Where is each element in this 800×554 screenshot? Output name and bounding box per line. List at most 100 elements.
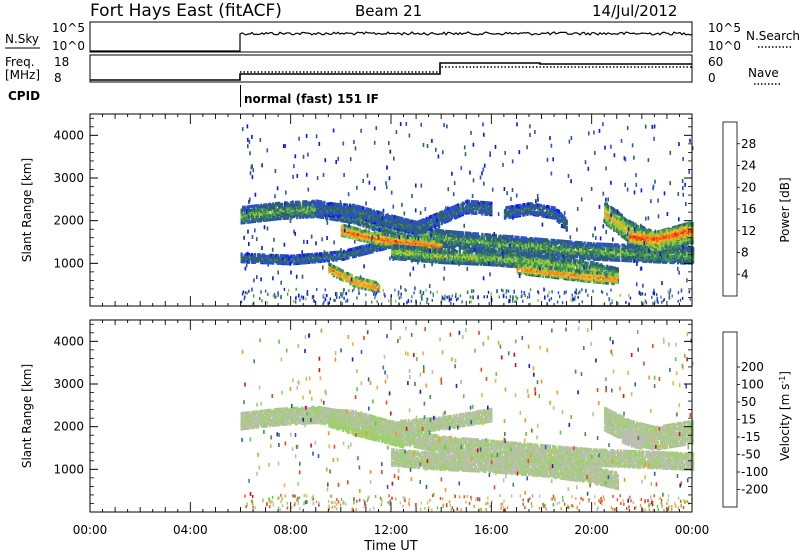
power-cell — [276, 201, 279, 206]
power-cell — [374, 224, 377, 228]
power-cell — [535, 237, 538, 241]
power-cell — [405, 235, 408, 239]
power-cell — [317, 212, 320, 216]
power-cell — [354, 226, 357, 231]
power-cell — [678, 251, 681, 255]
freq-label: Freq. — [5, 55, 35, 69]
power-cell — [517, 246, 520, 250]
power-cell — [592, 247, 595, 251]
power-cell — [332, 257, 335, 261]
power-cell — [338, 203, 341, 207]
power-cell — [609, 248, 612, 252]
power-cell — [640, 248, 643, 252]
power-cell — [680, 252, 683, 256]
power-cell — [472, 234, 475, 238]
power-cell — [639, 249, 642, 253]
power-cell — [621, 249, 624, 254]
power-cell — [416, 242, 419, 246]
power-cell — [403, 257, 406, 261]
power-cell — [689, 252, 692, 256]
power-cell — [577, 251, 580, 255]
power-cell — [324, 251, 327, 255]
power-cell — [255, 204, 258, 208]
power-cell — [570, 249, 573, 253]
power-cell — [518, 238, 522, 242]
power-cell — [240, 217, 243, 221]
power-cell — [493, 245, 496, 249]
power-cell — [588, 254, 591, 258]
power-cell — [406, 229, 409, 233]
power-cell — [254, 208, 257, 212]
power-cell — [376, 245, 379, 249]
power-cell — [378, 232, 381, 236]
power-cell — [550, 238, 553, 242]
power-cell — [591, 256, 594, 260]
power-cell — [451, 230, 454, 234]
power-cell — [538, 240, 541, 244]
power-cell — [350, 247, 353, 252]
freq-tick-top: 18 — [54, 55, 69, 69]
power-cell — [532, 251, 535, 255]
nsky-label: N.Sky — [5, 32, 39, 46]
power-cell — [306, 201, 309, 205]
nsearch-tick-top: 10^5 — [708, 21, 741, 35]
power-cell — [311, 199, 314, 203]
power-cell — [597, 245, 600, 249]
power-cell — [388, 230, 391, 234]
power-cell — [258, 211, 261, 215]
power-cell — [425, 232, 428, 236]
power-cell — [391, 230, 394, 234]
power-cell — [383, 243, 386, 247]
power-cell — [537, 246, 540, 250]
power-cell — [291, 215, 294, 219]
power-cell — [431, 224, 434, 228]
power-cell — [419, 257, 422, 262]
power-cell — [528, 238, 531, 242]
power-cell — [240, 208, 243, 212]
power-cell — [400, 220, 403, 224]
power-cell — [275, 212, 278, 216]
power-cell — [443, 220, 446, 224]
power-cell — [598, 251, 601, 255]
freq-unit-label: [MHz] — [5, 68, 40, 82]
power-cell — [509, 235, 513, 239]
power-cell — [555, 250, 558, 254]
power-cell — [410, 237, 413, 241]
power-cell — [403, 253, 406, 258]
power-cell — [363, 222, 367, 226]
power-cell — [359, 223, 362, 227]
power-cell — [597, 256, 600, 260]
power-cell — [409, 225, 412, 229]
power-cell — [414, 236, 417, 240]
power-cell — [627, 257, 630, 261]
power-cell — [424, 226, 427, 230]
power-cell — [463, 207, 466, 211]
power-cell — [317, 206, 320, 210]
power-cell — [320, 258, 323, 262]
power-cell — [326, 212, 329, 216]
power-cell — [567, 245, 570, 249]
power-cell — [556, 246, 559, 251]
power-cell — [335, 206, 338, 210]
power-cell — [255, 256, 258, 261]
power-cell — [342, 223, 345, 227]
power-cell — [407, 250, 410, 254]
power-cell — [345, 224, 348, 228]
power-cell — [496, 240, 499, 244]
power-cell — [344, 203, 347, 207]
power-cell — [248, 205, 251, 209]
power-cell — [355, 235, 359, 239]
power-cell — [502, 244, 505, 249]
power-cell — [273, 203, 276, 207]
power-cell — [448, 236, 451, 240]
power-cell — [391, 254, 394, 258]
power-cell — [255, 259, 258, 263]
power-cell — [440, 229, 443, 233]
power-cell — [499, 243, 502, 247]
power-cell — [356, 214, 359, 219]
power-cell — [413, 229, 416, 233]
power-cell — [491, 233, 494, 237]
power-cell — [252, 204, 255, 208]
power-cell — [392, 226, 395, 230]
